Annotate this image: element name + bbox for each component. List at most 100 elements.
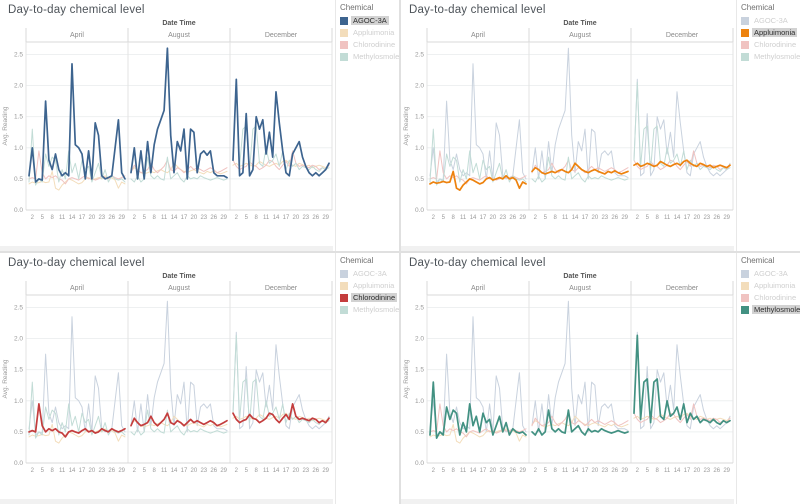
svg-text:14: 14 (572, 215, 579, 221)
legend-item-methylosmolene[interactable]: Methylosmolene (340, 52, 399, 61)
svg-text:29: 29 (118, 468, 125, 474)
svg-text:Date Time: Date Time (563, 20, 596, 27)
svg-text:Date Time: Date Time (162, 20, 195, 27)
legend-item-chlorodinine[interactable]: Chlorodinine (741, 40, 798, 49)
line-chart[interactable]: Date Time April August December 0.0 0.5 1.0 1.5… (401, 269, 735, 499)
line-chart[interactable]: Date Time April August December 0.0 0.5 1.0 1.5… (401, 16, 735, 246)
legend-item-methylosmolene[interactable]: Methylosmolene (741, 52, 800, 61)
svg-text:17: 17 (181, 468, 188, 474)
svg-text:December: December (265, 285, 298, 292)
legend-item-chlorodinine[interactable]: Chlorodinine (741, 293, 798, 302)
svg-text:2: 2 (133, 215, 137, 221)
svg-text:23: 23 (200, 215, 207, 221)
legend-item-appluimonia[interactable]: Appluimonia (340, 28, 397, 37)
svg-text:1.5: 1.5 (415, 114, 424, 121)
legend-label: Chlorodinine (754, 40, 797, 49)
svg-text:2: 2 (31, 468, 35, 474)
svg-text:August: August (168, 32, 190, 39)
svg-text:17: 17 (79, 215, 86, 221)
svg-text:14: 14 (470, 468, 477, 474)
svg-text:29: 29 (621, 215, 628, 221)
legend-swatch-icon (340, 52, 348, 61)
svg-text:8: 8 (51, 215, 55, 221)
legend-item-methylosmolene[interactable]: Methylosmolene (741, 305, 800, 314)
legend-item-appluimonia[interactable]: Appluimonia (340, 281, 397, 290)
svg-text:December: December (666, 285, 699, 292)
svg-text:29: 29 (220, 468, 227, 474)
svg-text:2: 2 (534, 215, 538, 221)
svg-text:20: 20 (490, 468, 497, 474)
svg-text:5: 5 (143, 215, 147, 221)
svg-text:Avg. Reading: Avg. Reading (2, 359, 9, 398)
legend-item-agoc-3a[interactable]: AGOC-3A (741, 16, 798, 25)
legend-label: AGOC-3A (754, 269, 788, 278)
legend-label: Methylosmolene (353, 52, 399, 61)
legend-swatch-icon (741, 28, 749, 37)
chart-title: Day-to-day chemical level (409, 4, 546, 16)
line-chart[interactable]: Date Time April August December 0.0 0.5 1.0 1.5… (0, 269, 334, 499)
svg-text:2.0: 2.0 (415, 336, 424, 343)
legend-swatch-icon (741, 281, 749, 290)
legend-label: Methylosmolene (752, 305, 800, 314)
legend-item-agoc-3a[interactable]: AGOC-3A (340, 269, 397, 278)
scroll-strip (0, 499, 333, 504)
legend-items: AGOC-3A Appluimonia Chlorodinine Methylosmo… (340, 16, 399, 61)
line-chart[interactable]: Date Time April August December 0.0 0.5 1.0 1.5… (0, 16, 334, 246)
svg-text:5: 5 (442, 215, 446, 221)
legend-item-chlorodinine[interactable]: Chlorodinine (340, 40, 397, 49)
legend-swatch-icon (741, 40, 749, 49)
legend-item-appluimonia[interactable]: Appluimonia (741, 28, 798, 37)
legend-item-chlorodinine[interactable]: Chlorodinine (340, 293, 398, 302)
legend-label: Appluimonia (752, 28, 798, 37)
svg-text:23: 23 (200, 468, 207, 474)
svg-text:17: 17 (283, 215, 290, 221)
svg-text:14: 14 (69, 468, 76, 474)
svg-text:17: 17 (181, 215, 188, 221)
svg-text:14: 14 (171, 468, 178, 474)
svg-text:August: August (569, 285, 591, 292)
legend-swatch-icon (340, 269, 348, 278)
legend-label: Chlorodinine (353, 40, 396, 49)
legend-title: Chemical (340, 256, 374, 265)
svg-text:5: 5 (245, 468, 249, 474)
svg-text:2: 2 (235, 468, 239, 474)
svg-text:11: 11 (161, 215, 168, 221)
svg-text:14: 14 (674, 468, 681, 474)
svg-text:29: 29 (220, 215, 227, 221)
legend-item-appluimonia[interactable]: Appluimonia (741, 281, 798, 290)
svg-text:2: 2 (235, 215, 239, 221)
svg-text:0.0: 0.0 (14, 460, 23, 467)
svg-text:26: 26 (108, 468, 115, 474)
svg-text:20: 20 (293, 468, 300, 474)
svg-text:23: 23 (302, 215, 309, 221)
svg-text:8: 8 (452, 215, 456, 221)
legend-swatch-icon (741, 16, 749, 25)
svg-text:August: August (569, 32, 591, 39)
svg-text:11: 11 (59, 468, 66, 474)
svg-text:29: 29 (621, 468, 628, 474)
svg-text:29: 29 (723, 215, 730, 221)
legend-item-methylosmolene[interactable]: Methylosmolene (340, 305, 399, 314)
svg-text:26: 26 (611, 468, 618, 474)
svg-text:23: 23 (601, 215, 608, 221)
svg-text:0.5: 0.5 (14, 429, 23, 436)
svg-text:23: 23 (98, 215, 105, 221)
svg-text:11: 11 (664, 215, 671, 221)
legend: Chemical AGOC-3A Appluimonia Chlorodinine M… (736, 253, 800, 504)
svg-text:29: 29 (519, 468, 526, 474)
svg-text:8: 8 (452, 468, 456, 474)
svg-text:11: 11 (161, 468, 168, 474)
svg-text:26: 26 (713, 215, 720, 221)
svg-text:2.5: 2.5 (415, 51, 424, 58)
svg-text:20: 20 (592, 468, 599, 474)
legend-item-agoc-3a[interactable]: AGOC-3A (340, 16, 397, 25)
legend-item-agoc-3a[interactable]: AGOC-3A (741, 269, 798, 278)
svg-text:Avg. Reading: Avg. Reading (2, 106, 9, 145)
legend-swatch-icon (340, 305, 348, 314)
legend-label: Appluimonia (353, 28, 395, 37)
scroll-strip (0, 246, 333, 251)
svg-text:2.5: 2.5 (14, 304, 23, 311)
svg-text:8: 8 (51, 468, 55, 474)
svg-text:Date Time: Date Time (563, 273, 596, 280)
svg-text:1.5: 1.5 (415, 367, 424, 374)
